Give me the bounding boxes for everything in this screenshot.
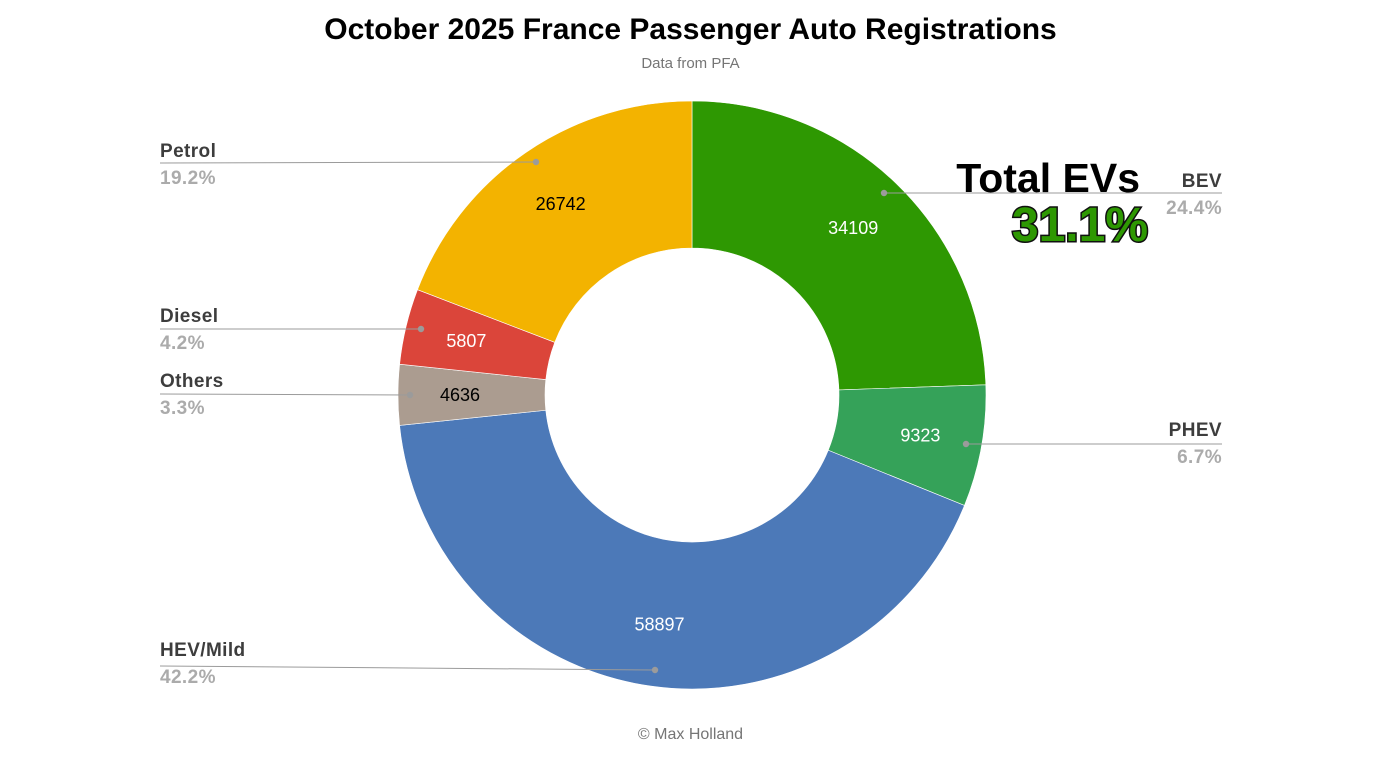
petrol-leader-dot — [532, 158, 540, 166]
bev-label-pct: 24.4% — [1166, 198, 1222, 219]
phev-label-name: PHEV — [1168, 420, 1222, 441]
phev-leader-dot — [962, 440, 970, 448]
hev-mild-label-name: HEV/Mild — [160, 640, 246, 661]
others-leader-dot — [406, 391, 414, 399]
others-label-pct: 3.3% — [160, 398, 205, 419]
others-leader-line — [159, 393, 411, 396]
petrol-label-name: Petrol — [160, 141, 217, 162]
slice-value-label-others: 4636 — [440, 385, 480, 405]
slice-petrol[interactable] — [417, 100, 693, 343]
slice-value-label-phev: 9323 — [900, 426, 940, 446]
diesel-label-pct: 4.2% — [160, 333, 205, 354]
diesel-label-name: Diesel — [160, 306, 219, 327]
hev-mild-label-pct: 42.2% — [160, 667, 216, 688]
diesel-leader-dot — [417, 325, 425, 333]
hev-mild-label: HEV/Mild 42.2% — [160, 639, 246, 689]
slice-value-label-bev: 34109 — [828, 218, 878, 238]
slice-value-label-diesel: 5807 — [446, 331, 486, 351]
chart-subtitle: Data from PFA — [641, 55, 740, 72]
diesel-label: Diesel 4.2% — [160, 305, 218, 355]
others-label: Others 3.3% — [160, 370, 224, 420]
bev-label-name: BEV — [1181, 171, 1222, 192]
credit-text: © Max Holland — [637, 726, 744, 743]
petrol-label-pct: 19.2% — [160, 168, 216, 189]
total-evs-label: Total EVs — [956, 155, 1140, 201]
total-evs-value: 31.1% — [1012, 199, 1148, 252]
slice-value-label-hev-mild: 58897 — [634, 615, 684, 635]
others-label-name: Others — [160, 371, 224, 392]
leader-lines — [159, 158, 1222, 674]
slice-value-label-petrol: 26742 — [536, 194, 586, 214]
bev-label: BEV 24.4% — [1166, 170, 1222, 220]
hev-mild-leader-dot — [651, 666, 659, 674]
slice-value-labels: 34109 9323 58897 4636 5807 26742 — [440, 194, 940, 635]
phev-label: PHEV 6.7% — [1169, 419, 1222, 469]
petrol-label: Petrol 19.2% — [160, 140, 216, 190]
slice-bev[interactable] — [691, 100, 987, 391]
hev-mild-leader-line — [159, 665, 656, 671]
chart-title: October 2025 France Passenger Auto Regis… — [324, 13, 1057, 46]
donut-slices — [397, 100, 987, 690]
bev-leader-dot — [880, 189, 888, 197]
phev-label-pct: 6.7% — [1177, 447, 1222, 468]
petrol-leader-line — [159, 161, 537, 164]
